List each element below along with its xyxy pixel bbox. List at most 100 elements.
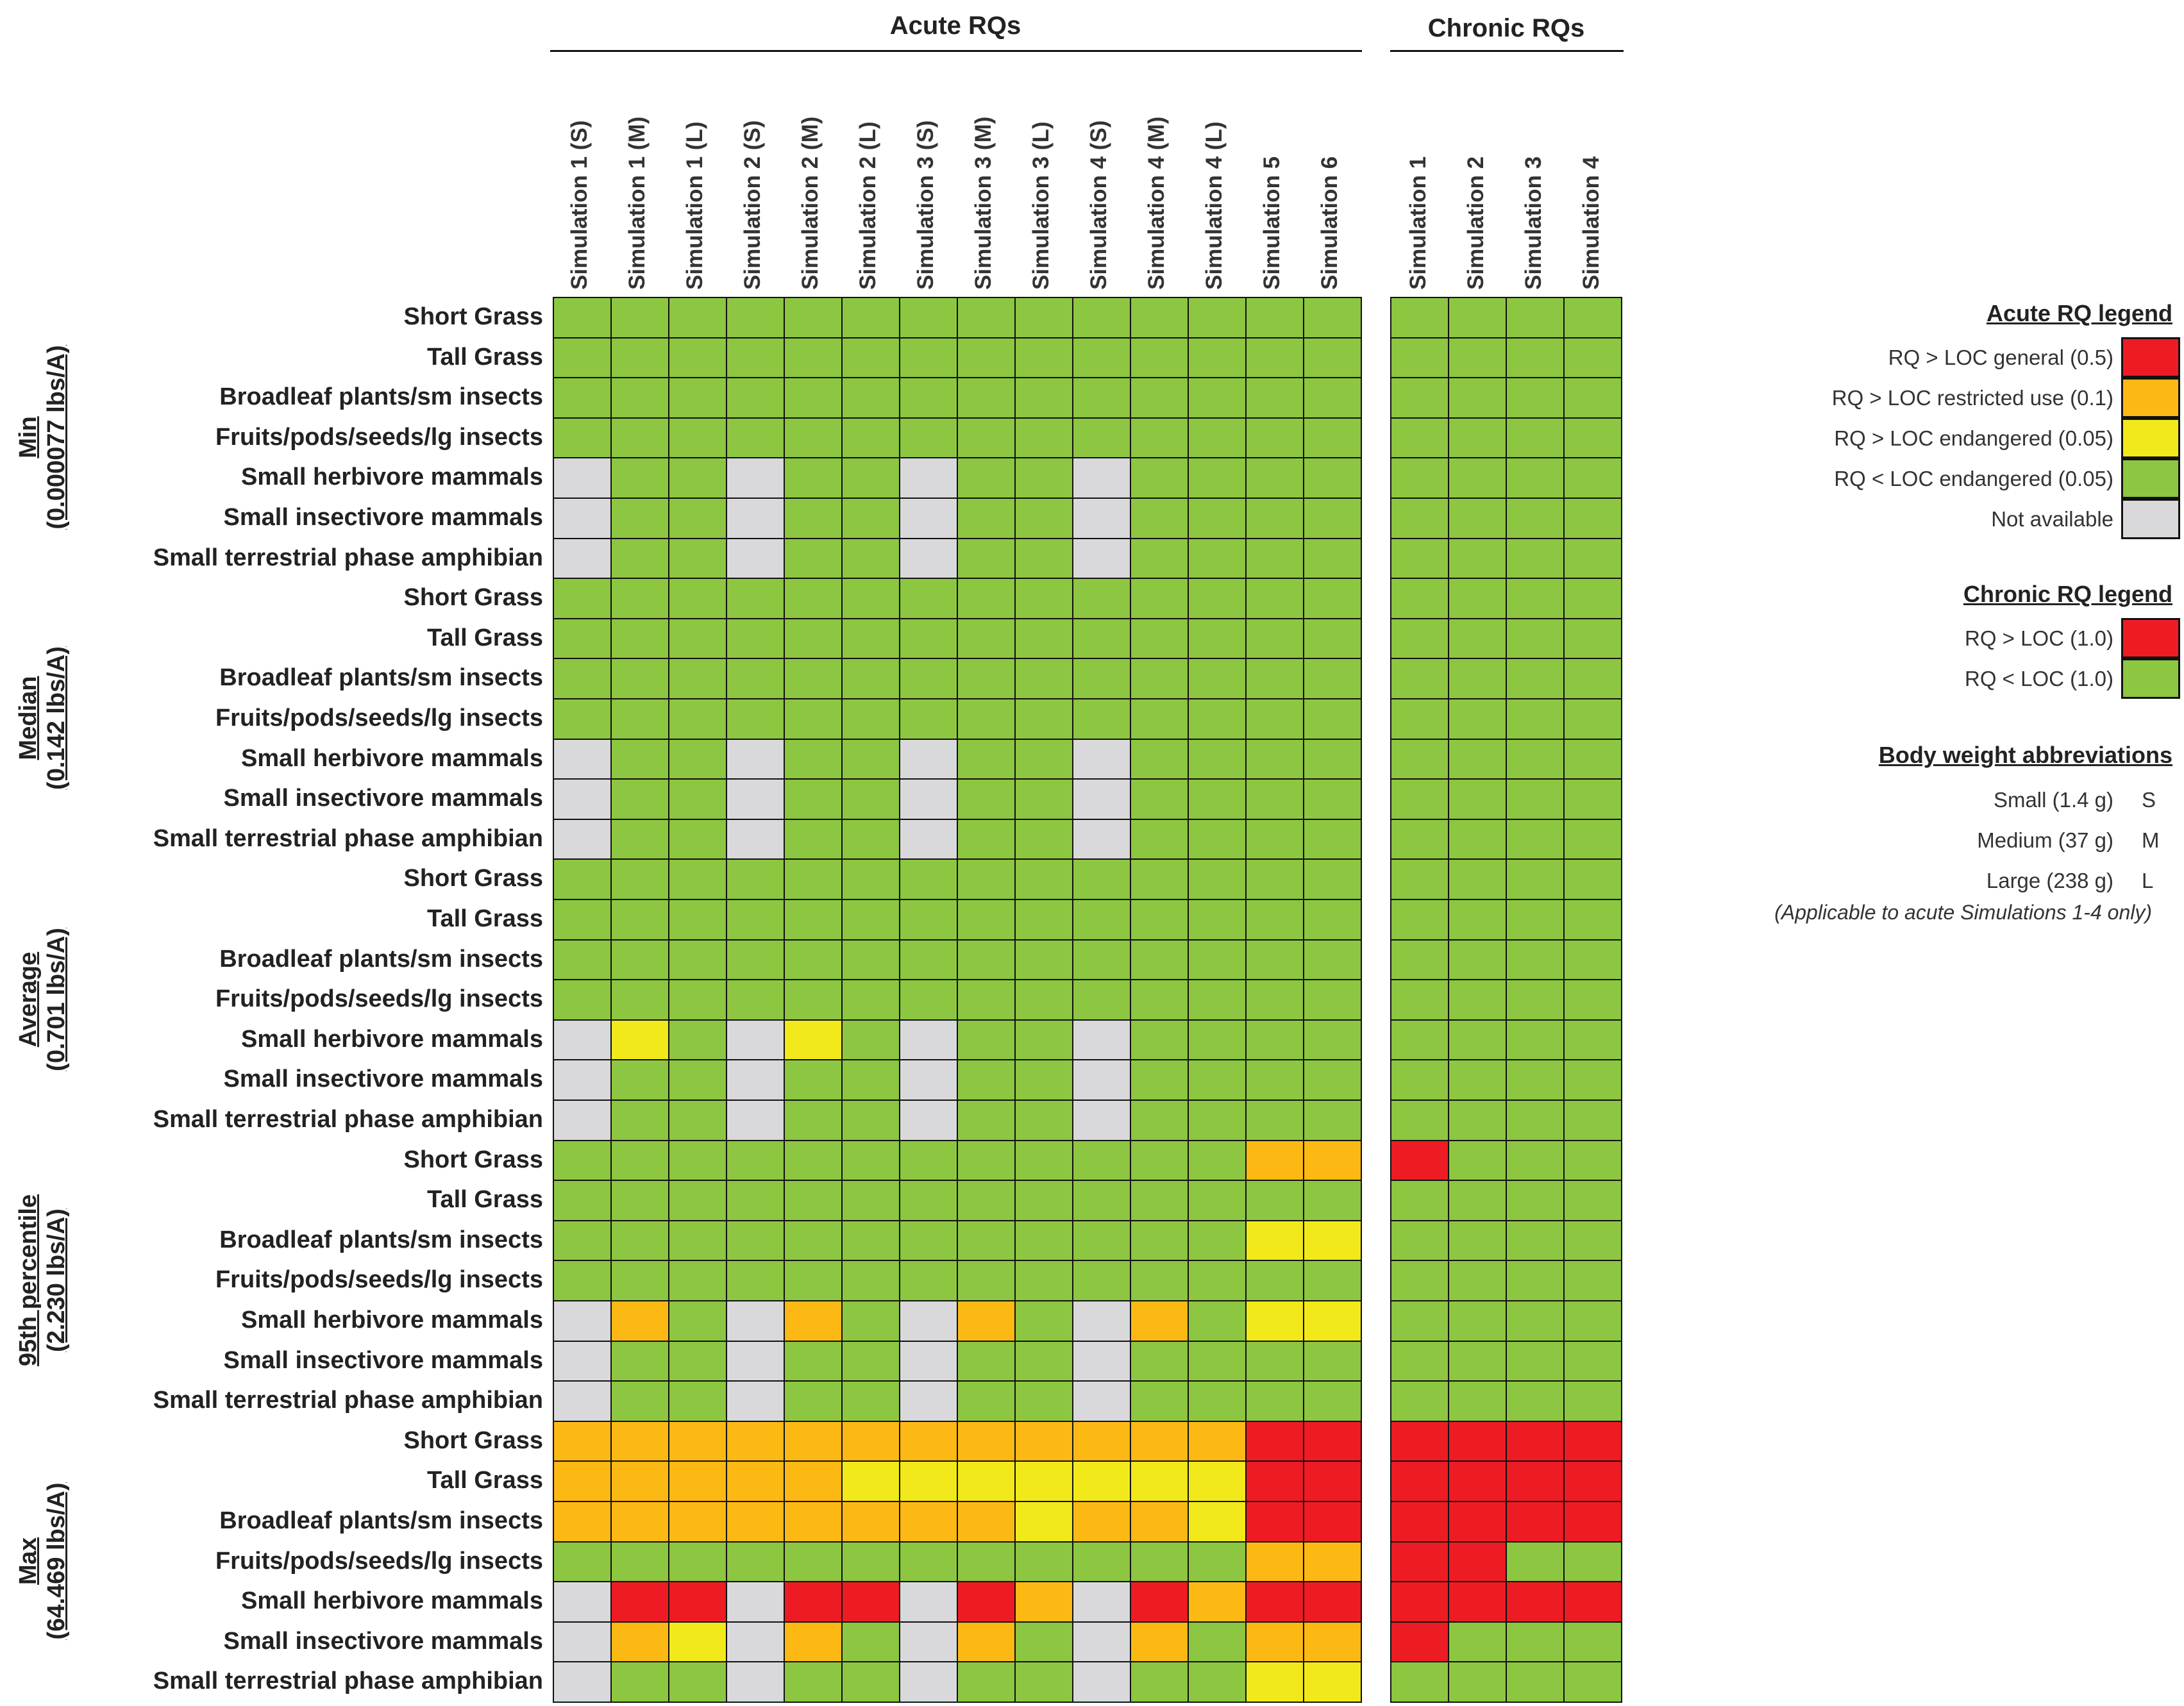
chronic-rqs-header: Chronic RQs — [1427, 14, 1585, 42]
heatmap-cell — [841, 1501, 900, 1543]
heatmap-cell — [1130, 1621, 1189, 1663]
heatmap-cell-chronic — [1448, 658, 1507, 699]
heatmap-cell — [553, 1139, 612, 1182]
heatmap-cell — [1245, 617, 1304, 660]
heatmap-cell — [841, 658, 900, 699]
heatmap-cell — [553, 939, 612, 981]
heatmap-cell-chronic — [1448, 979, 1507, 1021]
heatmap-cell — [726, 1380, 785, 1422]
heatmap-cell — [1072, 899, 1131, 941]
heatmap-cell — [610, 1581, 669, 1623]
heatmap-cell-chronic — [1563, 1260, 1622, 1301]
group-label: Average (0.701 lbs/A) — [14, 871, 71, 1128]
heatmap-cell — [553, 658, 612, 699]
heatmap-cell — [726, 899, 785, 941]
heatmap-cell — [957, 337, 1016, 379]
heatmap-cell — [899, 417, 958, 459]
heatmap-cell — [610, 858, 669, 900]
heatmap-cell-chronic — [1506, 1501, 1565, 1543]
heatmap-cell — [1303, 537, 1362, 580]
heatmap-cell — [668, 1260, 727, 1301]
heatmap-cell — [1188, 738, 1247, 780]
heatmap-cell — [1245, 1260, 1304, 1301]
heatmap-cell — [899, 738, 958, 780]
heatmap-cell — [668, 617, 727, 660]
heatmap-cell — [1072, 1380, 1131, 1422]
heatmap-cell-chronic — [1448, 457, 1507, 499]
heatmap-cell — [1014, 1661, 1073, 1703]
row-label: Small herbivore mammals — [241, 744, 543, 772]
body-weight-abbr: L — [2142, 869, 2154, 892]
heatmap-cell — [957, 498, 1016, 539]
heatmap-cell — [1188, 1219, 1247, 1262]
heatmap-cell — [1245, 1059, 1304, 1101]
heatmap-cell — [1130, 1300, 1189, 1342]
group-label: Max (64.469 lbs/A) — [14, 1433, 71, 1689]
heatmap-cell — [610, 778, 669, 820]
heatmap-cell — [899, 698, 958, 740]
heatmap-cell — [668, 1019, 727, 1061]
heatmap-cell — [553, 1380, 612, 1422]
heatmap-cell — [726, 1059, 785, 1101]
heatmap-cell — [1188, 417, 1247, 459]
row-label: Fruits/pods/seeds/lg insects — [215, 1266, 543, 1294]
heatmap-cell-chronic — [1563, 1219, 1622, 1262]
heatmap-cell — [610, 1661, 669, 1703]
heatmap-cell — [1245, 1420, 1304, 1462]
heatmap-cell — [610, 979, 669, 1021]
heatmap-cell — [841, 1019, 900, 1061]
heatmap-cell — [610, 1621, 669, 1663]
heatmap-cell-chronic — [1506, 1460, 1565, 1502]
row-label: Small terrestrial phase amphibian — [153, 1106, 543, 1133]
heatmap-cell-chronic — [1506, 457, 1565, 499]
heatmap-cell — [841, 1541, 900, 1583]
heatmap-cell — [1072, 1340, 1131, 1382]
heatmap-cell — [1188, 578, 1247, 619]
acute-column-label: Simulation 4 (L) — [1202, 121, 1227, 290]
heatmap-cell-chronic — [1390, 939, 1449, 981]
heatmap-cell — [1303, 1380, 1362, 1422]
heatmap-cell — [899, 1260, 958, 1301]
heatmap-cell — [899, 337, 958, 379]
heatmap-cell — [899, 778, 958, 820]
heatmap-cell-chronic — [1448, 1340, 1507, 1382]
heatmap-cell — [1303, 417, 1362, 459]
heatmap-cell — [957, 1621, 1016, 1663]
heatmap-cell — [841, 578, 900, 619]
heatmap-cell — [668, 658, 727, 699]
heatmap-cell — [1014, 858, 1073, 900]
heatmap-cell — [668, 1621, 727, 1663]
heatmap-cell-chronic — [1506, 537, 1565, 580]
heatmap-cell-chronic — [1448, 1501, 1507, 1543]
heatmap-cell-chronic — [1563, 1340, 1622, 1382]
heatmap-cell — [1245, 818, 1304, 860]
heatmap-cell — [784, 738, 843, 780]
heatmap-cell — [610, 1501, 669, 1543]
heatmap-cell-chronic — [1390, 617, 1449, 660]
heatmap-cell — [1130, 1581, 1189, 1623]
heatmap-cell — [1188, 899, 1247, 941]
body-weight-abbr: S — [2142, 788, 2156, 812]
heatmap-cell — [1188, 498, 1247, 539]
heatmap-cell — [1130, 1501, 1189, 1543]
heatmap-cell — [1303, 899, 1362, 941]
heatmap-cell — [1130, 939, 1189, 981]
heatmap-cell — [957, 818, 1016, 860]
heatmap-cell — [899, 658, 958, 699]
heatmap-cell — [1014, 1621, 1073, 1663]
heatmap-cell — [1130, 858, 1189, 900]
heatmap-cell — [841, 939, 900, 981]
heatmap-cell — [668, 979, 727, 1021]
heatmap-cell-chronic — [1563, 1541, 1622, 1583]
heatmap-cell — [1014, 498, 1073, 539]
heatmap-cell — [668, 1300, 727, 1342]
heatmap-cell — [553, 698, 612, 740]
heatmap-cell-chronic — [1506, 858, 1565, 900]
heatmap-cell — [1245, 979, 1304, 1021]
heatmap-cell — [1188, 1300, 1247, 1342]
row-label: Tall Grass — [427, 1186, 543, 1214]
heatmap-cell-chronic — [1563, 778, 1622, 820]
heatmap-cell — [1072, 1260, 1131, 1301]
heatmap-cell — [784, 1219, 843, 1262]
group-application-rate: (0.701 lbs/A) — [43, 927, 70, 1071]
